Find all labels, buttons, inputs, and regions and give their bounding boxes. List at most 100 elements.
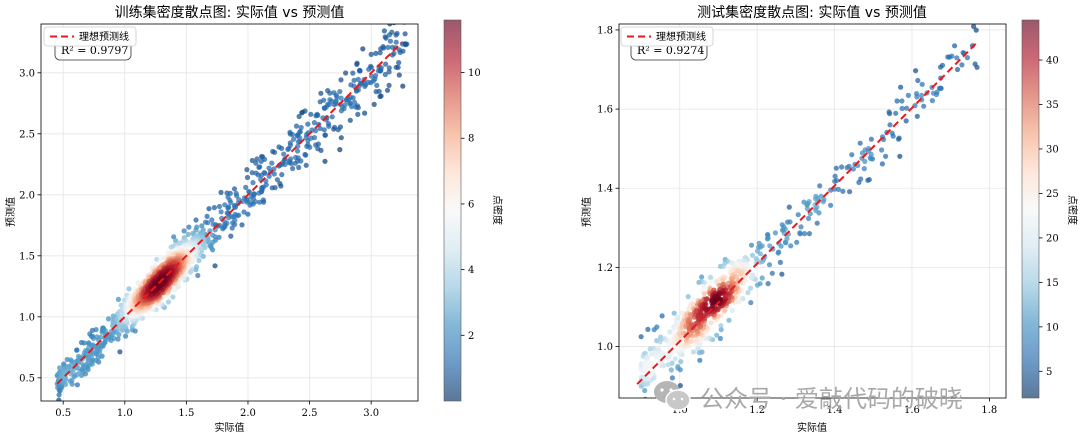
- train-point: [293, 154, 299, 160]
- train-point: [74, 347, 80, 353]
- train-point: [375, 68, 382, 74]
- test-point: [899, 98, 905, 104]
- train-point: [386, 65, 392, 71]
- train-point: [311, 120, 317, 126]
- test-point: [665, 362, 671, 368]
- train-point: [193, 264, 200, 270]
- test-point: [686, 306, 692, 312]
- test-point: [847, 189, 853, 195]
- test-point: [850, 166, 857, 172]
- train-point: [338, 95, 344, 101]
- train-point: [245, 211, 251, 217]
- test-point: [748, 242, 755, 248]
- test-point: [659, 313, 665, 319]
- train-point: [228, 199, 234, 206]
- test-point: [754, 282, 761, 288]
- train-point: [256, 190, 262, 196]
- test-point: [685, 294, 691, 300]
- train-point: [259, 185, 265, 191]
- test-r2-text: R² = 0.9274: [637, 44, 704, 57]
- train-y-tick-label: 0.5: [19, 373, 35, 384]
- test-point: [898, 84, 904, 90]
- test-point: [722, 307, 728, 313]
- train-point: [318, 90, 324, 96]
- train-r2-text: R² = 0.9797: [61, 44, 128, 57]
- test-point: [887, 111, 893, 117]
- test-point: [905, 92, 912, 98]
- train-panel: 训练集密度散点图: 实际值 vs 预测值 0.5 1.0 1.5 2.0 2.5 3.0 …: [4, 0, 504, 434]
- train-point: [126, 286, 132, 292]
- train-point: [385, 44, 391, 51]
- test-point: [806, 199, 812, 205]
- train-point: [249, 157, 255, 164]
- train-point: [250, 180, 256, 186]
- test-colorbar-tick-label: 40: [1046, 56, 1059, 67]
- test-point: [835, 186, 842, 192]
- train-y-tick-label: 1.0: [19, 312, 35, 323]
- train-point: [105, 316, 112, 322]
- test-point: [740, 296, 746, 302]
- test-point: [644, 376, 650, 382]
- train-point: [389, 44, 396, 51]
- test-point: [833, 165, 839, 171]
- test-point: [777, 259, 784, 265]
- train-point: [321, 127, 327, 133]
- train-point: [249, 170, 255, 176]
- test-point: [757, 244, 764, 250]
- test-point: [897, 153, 903, 159]
- test-x-tick-label: 1.6: [904, 405, 920, 416]
- train-point: [272, 149, 278, 155]
- test-point: [694, 337, 700, 343]
- test-point: [747, 285, 754, 291]
- test-point: [954, 66, 961, 73]
- train-point: [216, 203, 223, 210]
- test-point: [650, 345, 657, 351]
- test-point: [806, 231, 813, 237]
- test-panel: 测试集密度散点图: 实际值 vs 预测值 1.0 1.2 1.4 1.6 1.8 1.0…: [580, 4, 1079, 434]
- test-point: [832, 173, 838, 179]
- test-point: [959, 62, 965, 68]
- train-legend: 理想预测线: [43, 26, 137, 47]
- test-point: [846, 163, 852, 169]
- test-axes-frame: [618, 23, 1007, 399]
- test-ideal-line: [636, 41, 979, 385]
- train-point: [351, 77, 357, 83]
- test-point: [784, 219, 791, 225]
- train-point: [260, 197, 266, 203]
- test-point: [964, 55, 971, 61]
- train-point: [93, 327, 99, 333]
- test-x-tick-label: 1.8: [981, 405, 997, 416]
- train-point: [321, 97, 327, 103]
- train-point: [322, 132, 328, 138]
- train-point: [377, 50, 383, 56]
- train-point: [396, 60, 402, 66]
- train-point: [366, 66, 372, 72]
- train-point: [279, 172, 285, 178]
- train-point: [362, 110, 368, 116]
- train-point: [393, 0, 398, 5]
- train-point: [288, 156, 294, 162]
- test-point: [690, 349, 697, 355]
- train-point: [56, 392, 62, 398]
- train-y-ticks: 0.5 1.0 1.5 2.0 2.5 3.0: [19, 68, 41, 384]
- test-point: [936, 85, 943, 91]
- train-point: [355, 76, 361, 82]
- train-point: [393, 39, 399, 45]
- train-point: [254, 156, 260, 162]
- train-point: [305, 142, 311, 148]
- test-point: [671, 326, 678, 332]
- train-point: [305, 121, 311, 127]
- train-point: [218, 209, 224, 215]
- train-point: [315, 112, 321, 118]
- test-point: [865, 177, 871, 183]
- test-point: [949, 53, 955, 59]
- train-point: [382, 71, 388, 78]
- train-point: [212, 263, 218, 269]
- test-point: [653, 354, 659, 360]
- test-point: [887, 122, 893, 128]
- train-point: [371, 101, 377, 107]
- train-point: [209, 217, 215, 223]
- train-point: [248, 194, 254, 200]
- train-point: [352, 99, 358, 105]
- train-point: [289, 132, 296, 138]
